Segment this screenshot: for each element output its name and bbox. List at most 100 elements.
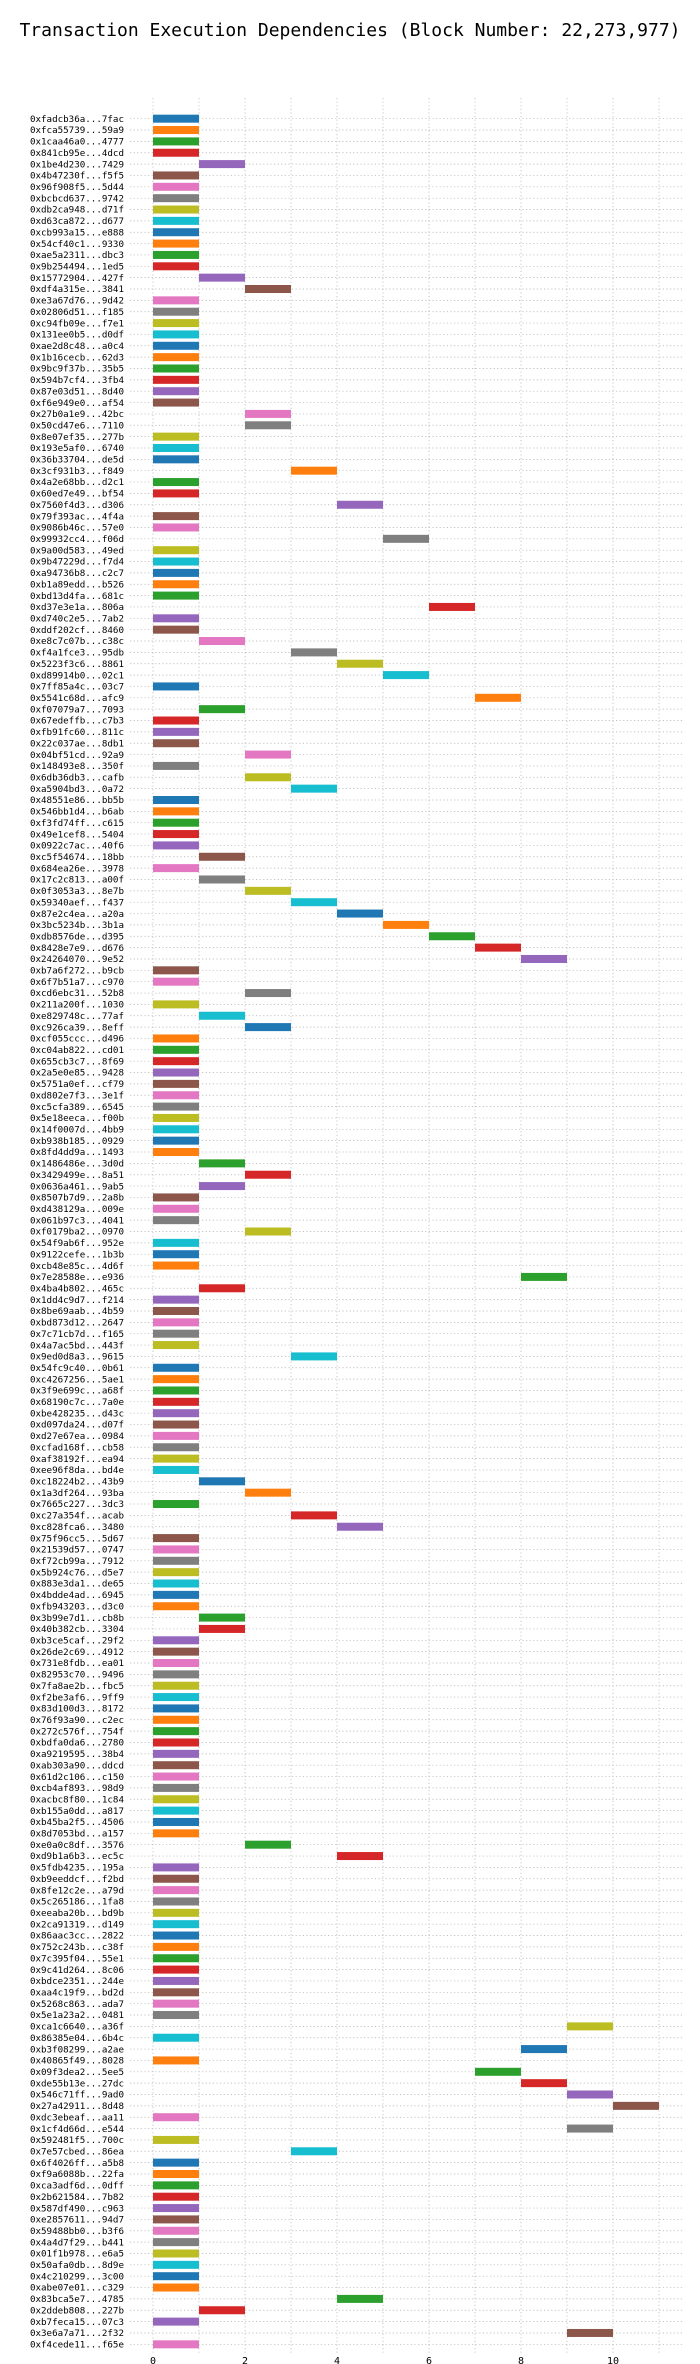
y-tick-label: 0xd89914b0...02c1: [30, 670, 124, 681]
y-tick-label: 0x02806d51...f185: [30, 307, 124, 318]
y-tick-label: 0xf4cede11...f65e: [30, 2340, 124, 2351]
bar: [153, 250, 199, 259]
bar: [153, 2283, 199, 2292]
y-tick-label: 0xae2d8c48...a0c4: [30, 341, 125, 352]
y-tick-label: 0x6db36db3...cafb: [30, 772, 124, 783]
x-tick-label: 4: [334, 2356, 340, 2364]
y-tick-label: 0x4a7ac5bd...443f: [30, 1340, 124, 1351]
bar: [153, 341, 199, 350]
y-tick-label: 0xaa4c19f9...bd2d: [30, 1988, 124, 1999]
y-tick-label: 0xb1a89edd...b526: [30, 579, 124, 590]
bar: [199, 852, 245, 861]
bar: [153, 977, 199, 986]
y-tick-label: 0xbd873d12...2647: [30, 1318, 124, 1329]
y-tick-label: 0xbdce2351...244e: [30, 1976, 124, 1987]
bar: [153, 2272, 199, 2281]
bar: [153, 1920, 199, 1929]
bar: [245, 750, 291, 759]
y-tick-label: 0xb9eeddcf...f2bd: [30, 1874, 124, 1885]
y-tick-label: 0x7560f4d3...d306: [30, 500, 124, 511]
bar: [153, 523, 199, 532]
bar: [153, 591, 199, 600]
bar: [153, 296, 199, 305]
y-tick-label: 0x8428e7e9...d676: [30, 943, 124, 954]
y-tick-label: 0x8d7053bd...a157: [30, 1829, 124, 1840]
y-tick-label: 0xa9219595...38b4: [30, 1749, 125, 1760]
bar: [245, 285, 291, 294]
y-tick-label: 0xcd6ebc31...52b8: [30, 988, 124, 999]
y-tick-label: 0x01f1b978...e6a5: [30, 2249, 124, 2260]
bar: [291, 648, 337, 657]
y-tick-label: 0x15772904...427f: [30, 273, 124, 284]
bar: [153, 1204, 199, 1213]
bar: [153, 1681, 199, 1690]
y-tick-label: 0x17c2c813...a00f: [30, 875, 124, 886]
y-tick-label: 0x4b47230f...f5f5: [30, 171, 124, 182]
bar: [153, 1999, 199, 2008]
y-tick-label: 0x6f4026ff...a5b8: [30, 2158, 124, 2169]
y-tick-label: 0x82953c70...9496: [30, 1670, 124, 1681]
y-tick-label: 0xf4a1fce3...95db: [30, 648, 124, 659]
bar: [521, 954, 567, 963]
y-tick-label: 0x3429499e...8a51: [30, 1170, 124, 1181]
y-tick-label: 0x24264070...9e52: [30, 954, 124, 965]
bar: [153, 2056, 199, 2065]
bar: [567, 2328, 613, 2337]
y-tick-label: 0x87e2c4ea...a20a: [30, 909, 124, 920]
bar: [291, 1511, 337, 1520]
bar: [153, 1602, 199, 1611]
y-tick-label: 0x587df490...c963: [30, 2203, 124, 2214]
y-tick-label: 0xdc3ebeaf...aa11: [30, 2112, 124, 2123]
bar: [613, 2101, 659, 2110]
bar: [521, 2045, 567, 2054]
y-tick-label: 0xbcbcd637...9742: [30, 193, 124, 204]
y-tick-label: 0xf0179ba2...0970: [30, 1227, 124, 1238]
y-tick-label: 0x1a3df264...93ba: [30, 1488, 124, 1499]
bar: [153, 1942, 199, 1951]
y-tick-label: 0xb3f08299...a2ae: [30, 2044, 124, 2055]
bar: [153, 2135, 199, 2144]
y-tick-label: 0x4c210299...3c00: [30, 2271, 124, 2282]
y-tick-label: 0x22c037ae...8db1: [30, 738, 124, 749]
bar: [291, 898, 337, 907]
y-tick-label: 0xab303a90...ddcd: [30, 1760, 124, 1771]
y-tick-label: 0x96f908f5...5d44: [30, 182, 125, 193]
bar: [153, 2011, 199, 2020]
bar: [153, 1738, 199, 1747]
y-tick-label: 0x59488bb0...b3f6: [30, 2226, 124, 2237]
y-tick-label: 0x75f96cc5...5d67: [30, 1533, 124, 1544]
bar: [245, 1170, 291, 1179]
bar: [153, 1659, 199, 1668]
bar: [153, 2181, 199, 2190]
bar: [153, 1772, 199, 1781]
y-tick-label: 0xbdfa0da6...2780: [30, 1738, 124, 1749]
y-tick-label: 0xcf055ccc...d496: [30, 1034, 124, 1045]
y-tick-label: 0xd097da24...d07f: [30, 1420, 124, 1431]
y-tick-label: 0x7ff85a4c...03c7: [30, 682, 124, 693]
bar: [153, 126, 199, 135]
y-tick-label: 0x76f93a90...c2ec: [30, 1715, 124, 1726]
y-tick-label: 0x54cf40c1...9330: [30, 239, 124, 250]
bar: [153, 568, 199, 577]
y-tick-label: 0xfb91fc60...811c: [30, 727, 124, 738]
bar: [429, 602, 475, 611]
y-tick-label: 0xf07079a7...7093: [30, 704, 124, 715]
bar: [153, 1454, 199, 1463]
bar: [153, 2113, 199, 2122]
x-tick-labels: 0 2 4 6 8 10: [150, 2356, 619, 2364]
bar: [245, 1488, 291, 1497]
y-tick-label: 0x752c243b...c38f: [30, 1942, 124, 1953]
y-tick-label: 0x60ed7e49...bf54: [30, 489, 125, 500]
y-tick-labels: 0xfadcb36a...7fac0xfca55739...59a90x1caa…: [30, 114, 125, 2351]
y-tick-label: 0xc926ca39...8eff: [30, 1022, 124, 1033]
bar: [153, 1988, 199, 1997]
bar: [153, 307, 199, 316]
y-tick-label: 0x2ddeb808...227b: [30, 2305, 124, 2316]
bar: [153, 1704, 199, 1713]
y-tick-label: 0x48551e86...bb5b: [30, 795, 124, 806]
bar: [199, 1613, 245, 1622]
bar: [153, 1590, 199, 1599]
bar: [291, 466, 337, 475]
y-tick-label: 0x1486486e...3d0d: [30, 1159, 124, 1170]
bar: [153, 1931, 199, 1940]
